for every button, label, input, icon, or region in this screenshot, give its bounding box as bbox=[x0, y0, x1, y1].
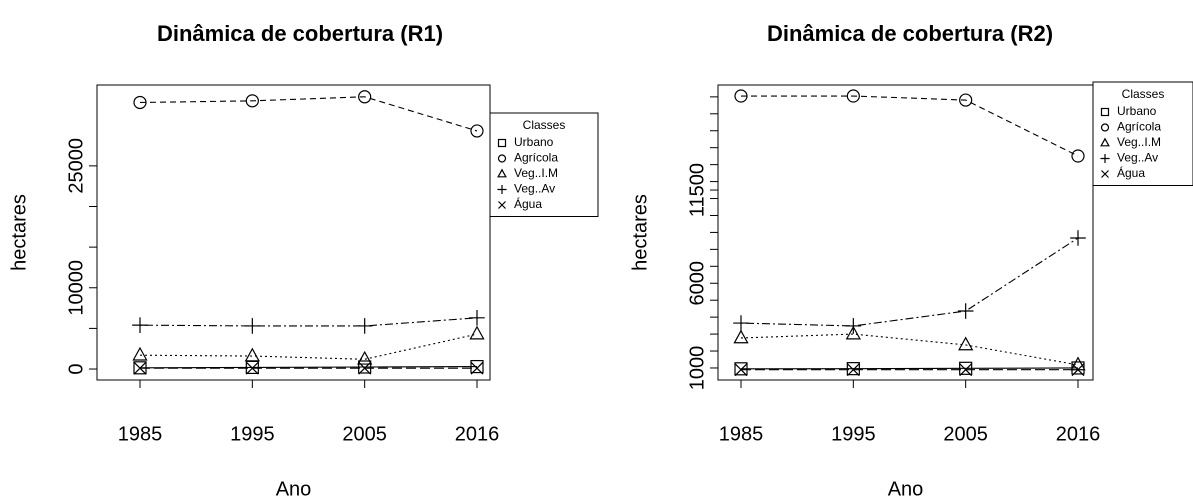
legend-label: Água bbox=[514, 196, 542, 211]
marker bbox=[244, 318, 261, 334]
marker bbox=[1100, 137, 1110, 147]
marker bbox=[358, 90, 372, 104]
marker bbox=[734, 362, 748, 376]
x-tick-label: 2016 bbox=[455, 423, 500, 445]
marker bbox=[497, 154, 507, 163]
marker bbox=[959, 363, 973, 377]
legend-frame bbox=[1092, 81, 1193, 186]
x-tick-label: 1995 bbox=[831, 423, 876, 445]
marker bbox=[470, 359, 484, 374]
series-line bbox=[740, 367, 1079, 370]
marker bbox=[358, 361, 372, 375]
marker bbox=[846, 363, 860, 377]
x-tick-label: 2005 bbox=[342, 423, 387, 445]
y-tick-label: 0 bbox=[65, 363, 87, 374]
x-tick-label: 1995 bbox=[230, 423, 275, 445]
legend-label: Agrícola bbox=[1117, 120, 1161, 134]
marker bbox=[733, 329, 749, 344]
marker bbox=[846, 362, 860, 376]
marker bbox=[469, 325, 485, 340]
series-line bbox=[740, 333, 1079, 366]
y-axis-label: hectares bbox=[8, 194, 30, 271]
series-line bbox=[139, 366, 478, 369]
legend-label: Urbano bbox=[514, 135, 554, 149]
legend-label: Água bbox=[1117, 165, 1145, 180]
marker bbox=[470, 361, 484, 375]
marker bbox=[957, 303, 974, 319]
line-chart: Dinâmica de cobertura (R2) 1000 6000 11500 1… bbox=[629, 21, 1193, 500]
marker bbox=[845, 318, 862, 334]
legend-label: Urbano bbox=[1117, 104, 1157, 118]
legend-label: Veg..I.M bbox=[514, 166, 558, 180]
marker bbox=[245, 94, 259, 108]
series-line bbox=[139, 317, 478, 327]
marker bbox=[132, 346, 148, 361]
marker bbox=[845, 325, 861, 340]
legend-label: Veg..Av bbox=[514, 182, 555, 196]
marker bbox=[357, 350, 373, 365]
series-line bbox=[139, 96, 478, 132]
y-axis-label: hectares bbox=[629, 194, 651, 271]
marker bbox=[959, 361, 973, 375]
y-tick-label: 1000 bbox=[686, 346, 708, 391]
line-chart: Dinâmica de cobertura (R1) 0 10000 25000 198… bbox=[8, 21, 599, 500]
marker bbox=[356, 318, 373, 334]
x-tick-label: 2005 bbox=[943, 423, 988, 445]
marker bbox=[1071, 363, 1085, 377]
chart-title: Dinâmica de cobertura (R2) bbox=[767, 21, 1053, 46]
marker bbox=[733, 315, 749, 331]
marker bbox=[1100, 107, 1110, 117]
marker bbox=[846, 89, 860, 103]
legend-label: Veg..I.M bbox=[1117, 135, 1161, 149]
marker bbox=[469, 310, 485, 326]
series-line bbox=[740, 237, 1079, 327]
x-axis-label: Ano bbox=[276, 478, 312, 500]
legend-title: Classes bbox=[1122, 87, 1165, 101]
marker bbox=[245, 361, 259, 375]
x-tick-label: 1985 bbox=[719, 423, 764, 445]
x-tick-label: 2016 bbox=[1056, 423, 1101, 445]
marker bbox=[497, 138, 507, 148]
marker bbox=[734, 363, 748, 377]
marker bbox=[1101, 170, 1109, 178]
marker bbox=[1070, 230, 1086, 246]
marker bbox=[133, 95, 147, 110]
marker bbox=[470, 124, 484, 138]
x-axis-label: Ano bbox=[888, 478, 924, 500]
y-tick-label: 6000 bbox=[686, 261, 708, 306]
legend-label: Veg..Av bbox=[1117, 151, 1158, 165]
plot-frame bbox=[96, 84, 491, 381]
series-line bbox=[139, 333, 478, 360]
y-tick-label: 10000 bbox=[65, 260, 87, 316]
marker bbox=[958, 336, 974, 351]
chart-title: Dinâmica de cobertura (R1) bbox=[157, 21, 443, 46]
marker bbox=[132, 317, 148, 333]
marker bbox=[133, 361, 147, 375]
marker bbox=[497, 184, 507, 195]
marker bbox=[497, 168, 507, 178]
marker bbox=[959, 93, 973, 107]
y-tick-label: 25000 bbox=[65, 138, 87, 194]
legend-title: Classes bbox=[523, 118, 566, 132]
marker bbox=[1100, 153, 1110, 164]
marker bbox=[1100, 123, 1110, 132]
series-line bbox=[741, 95, 1079, 157]
y-tick-label: 11500 bbox=[686, 163, 708, 217]
marker bbox=[498, 201, 506, 209]
marker bbox=[734, 89, 748, 103]
marker bbox=[358, 360, 372, 374]
marker bbox=[1071, 149, 1085, 163]
legend-frame bbox=[489, 112, 599, 217]
plot-frame bbox=[717, 84, 1094, 381]
legend-label: Agrícola bbox=[514, 151, 558, 165]
marker bbox=[244, 347, 260, 362]
x-tick-label: 1985 bbox=[118, 423, 163, 445]
